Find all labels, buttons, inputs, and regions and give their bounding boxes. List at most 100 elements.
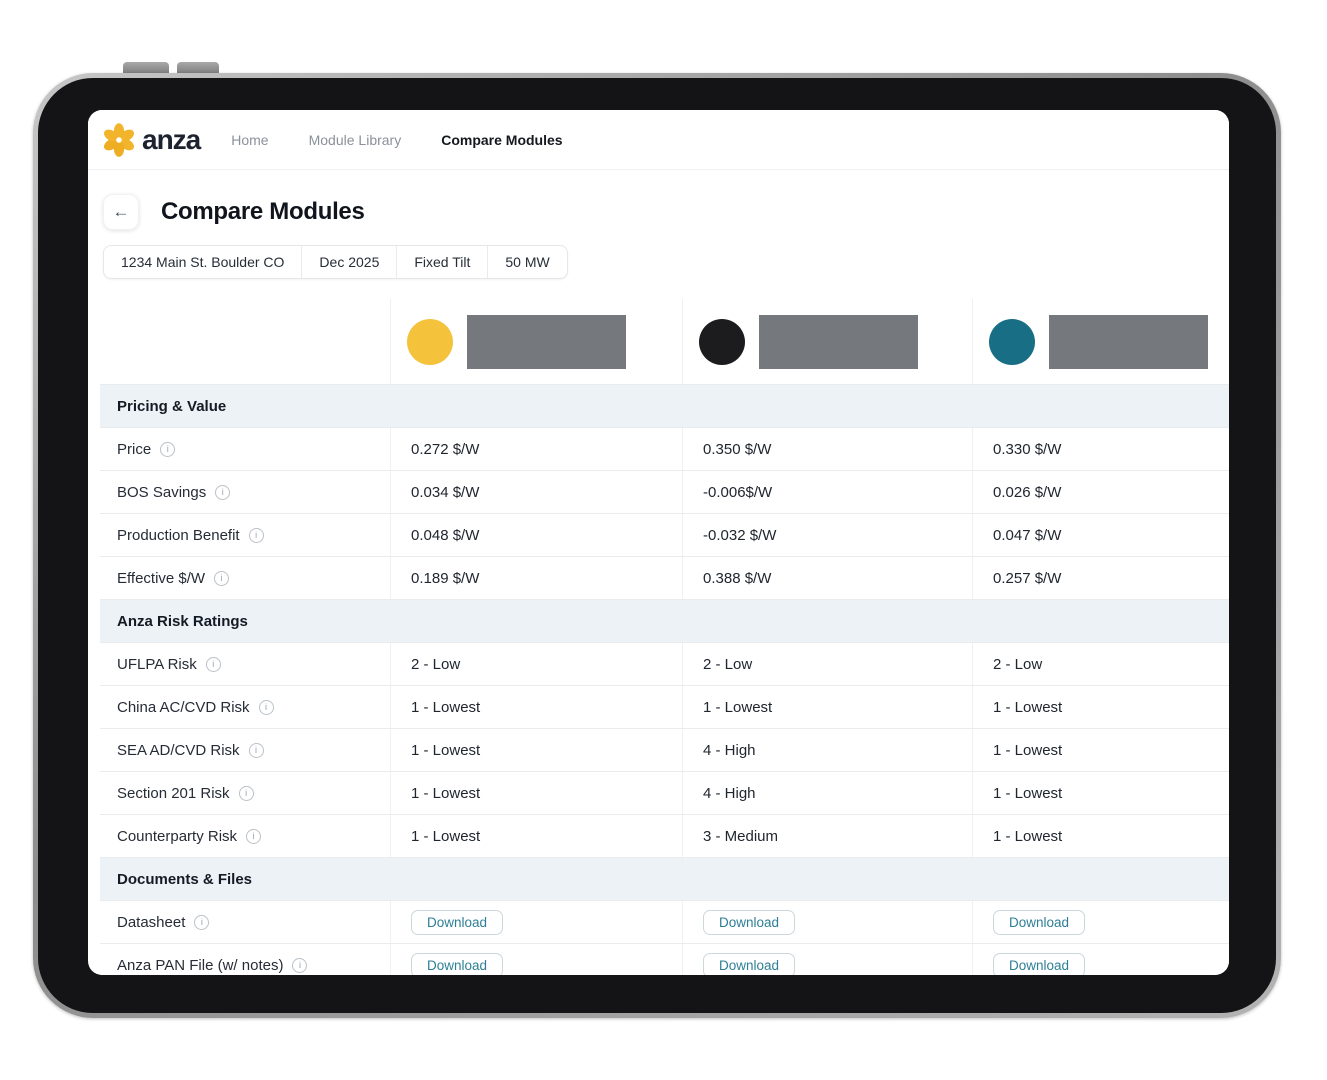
cell-value: 1 - Lowest: [703, 698, 773, 716]
module-column-header-2: [682, 299, 972, 384]
module-color-dot: [989, 318, 1035, 365]
download-button[interactable]: Download: [993, 952, 1086, 975]
download-cell: Download: [972, 901, 1229, 943]
back-arrow-icon: ←: [112, 202, 130, 221]
info-icon[interactable]: i: [205, 656, 221, 672]
info-icon[interactable]: i: [248, 527, 264, 543]
info-icon[interactable]: i: [160, 441, 176, 457]
info-icon[interactable]: i: [238, 785, 254, 801]
table-row-uflpa-risk: UFLPA Risk i 2 - Low 2 - Low 2 - Low: [100, 642, 1229, 685]
back-button[interactable]: ←: [103, 194, 139, 230]
value-cell: 1 - Lowest: [390, 729, 682, 771]
cell-value: 0.257 $/W: [993, 569, 1062, 587]
nav-item-home[interactable]: Home: [231, 131, 269, 148]
row-label: Effective $/W i: [100, 557, 390, 599]
value-cell: 4 - High: [682, 729, 972, 771]
cell-value: 0.388 $/W: [703, 569, 772, 587]
info-icon[interactable]: i: [246, 828, 262, 844]
info-icon[interactable]: i: [248, 742, 264, 758]
section-empty-cell: [972, 385, 1229, 427]
section-row-pricing-value: Pricing & Value: [100, 384, 1229, 427]
cell-value: 0.272 $/W: [411, 440, 480, 458]
row-label: UFLPA Risk i: [100, 643, 390, 685]
table-row-china-ac-cvd-risk: China AC/CVD Risk i 1 - Lowest 1 - Lowest 1 …: [100, 685, 1229, 728]
value-cell: 0.330 $/W: [972, 428, 1229, 470]
download-button[interactable]: Download: [993, 909, 1086, 935]
download-button[interactable]: Download: [411, 952, 504, 975]
section-empty-cell: [972, 600, 1229, 642]
value-cell: 2 - Low: [682, 643, 972, 685]
module-name-redacted: [467, 314, 626, 369]
cell-value: 1 - Lowest: [411, 827, 481, 845]
cell-value: 1 - Lowest: [411, 784, 481, 802]
value-cell: 1 - Lowest: [972, 686, 1229, 728]
table-row-effective-w: Effective $/W i 0.189 $/W 0.388 $/W 0.257 $/…: [100, 556, 1229, 599]
nav-item-module-library[interactable]: Module Library: [308, 131, 402, 148]
download-cell: Download: [682, 944, 972, 975]
section-row-documents-files: Documents & Files: [100, 857, 1229, 900]
module-header-row: [100, 299, 1229, 384]
page-title: Compare Modules: [161, 198, 365, 225]
info-icon[interactable]: i: [292, 957, 308, 973]
cell-value: -0.032 $/W: [703, 526, 777, 544]
value-cell: 2 - Low: [390, 643, 682, 685]
cell-value: 1 - Lowest: [411, 698, 481, 716]
row-label: Counterparty Risk i: [100, 815, 390, 857]
download-button[interactable]: Download: [703, 952, 796, 975]
row-label-text: SEA AD/CVD Risk: [117, 741, 240, 759]
row-label-text: BOS Savings: [117, 483, 207, 501]
cell-value: 0.350 $/W: [703, 440, 772, 458]
value-cell: 1 - Lowest: [682, 686, 972, 728]
value-cell: 0.048 $/W: [390, 514, 682, 556]
value-cell: 1 - Lowest: [972, 772, 1229, 814]
cell-value: -0.006$/W: [703, 483, 773, 501]
download-cell: Download: [390, 901, 682, 943]
section-empty-cell: [390, 858, 682, 900]
value-cell: 4 - High: [682, 772, 972, 814]
value-cell: 1 - Lowest: [390, 772, 682, 814]
download-cell: Download: [682, 901, 972, 943]
nav-item-compare-modules[interactable]: Compare Modules: [441, 131, 563, 148]
download-button[interactable]: Download: [411, 909, 504, 935]
row-label: Price i: [100, 428, 390, 470]
filter-chip-50-mw[interactable]: 50 MW: [487, 246, 566, 278]
section-empty-cell: [390, 385, 682, 427]
app-screen: anza Home Module Library Compare Modules ←…: [88, 110, 1229, 975]
value-cell: 0.350 $/W: [682, 428, 972, 470]
module-name-redacted: [759, 314, 918, 369]
top-nav: anza Home Module Library Compare Modules: [88, 110, 1229, 170]
row-label: Anza PAN File (w/ notes) i: [100, 944, 390, 975]
row-label: SEA AD/CVD Risk i: [100, 729, 390, 771]
value-cell: -0.032 $/W: [682, 514, 972, 556]
filter-chip-dec-2025[interactable]: Dec 2025: [301, 246, 396, 278]
row-label: Datasheet i: [100, 901, 390, 943]
filter-chip-1234-main-st-boulder-co[interactable]: 1234 Main St. Boulder CO: [121, 254, 285, 270]
filter-chip-fixed-tilt[interactable]: Fixed Tilt: [396, 246, 487, 278]
value-cell: 0.189 $/W: [390, 557, 682, 599]
row-label-text: Anza PAN File (w/ notes): [117, 956, 284, 974]
table-row-price: Price i 0.272 $/W 0.350 $/W 0.330 $/W: [100, 427, 1229, 470]
cell-value: 2 - Low: [703, 655, 753, 673]
row-label-text: Counterparty Risk: [117, 827, 238, 845]
info-icon[interactable]: i: [258, 699, 274, 715]
row-label: Production Benefit i: [100, 514, 390, 556]
value-cell: 1 - Lowest: [972, 729, 1229, 771]
brand-name: anza: [142, 123, 201, 155]
cell-value: 1 - Lowest: [993, 827, 1063, 845]
cell-value: 0.048 $/W: [411, 526, 480, 544]
info-icon[interactable]: i: [215, 484, 231, 500]
value-cell: 0.026 $/W: [972, 471, 1229, 513]
info-icon[interactable]: i: [214, 570, 230, 586]
table-row-production-benefit: Production Benefit i 0.048 $/W -0.032 $/W 0.…: [100, 513, 1229, 556]
brand-logo[interactable]: anza: [101, 122, 201, 158]
download-button[interactable]: Download: [703, 909, 796, 935]
anza-flower-icon: [103, 122, 135, 157]
table-row-section-201-risk: Section 201 Risk i 1 - Lowest 4 - High 1 - L…: [100, 771, 1229, 814]
section-title: Pricing & Value: [117, 397, 227, 415]
table-row-counterparty-risk: Counterparty Risk i 1 - Lowest 3 - Medium 1 …: [100, 814, 1229, 857]
row-label-text: Production Benefit: [117, 526, 240, 544]
download-cell: Download: [390, 944, 682, 975]
cell-value: 1 - Lowest: [411, 741, 481, 759]
module-column-header-1: [390, 299, 682, 384]
info-icon[interactable]: i: [194, 914, 210, 930]
